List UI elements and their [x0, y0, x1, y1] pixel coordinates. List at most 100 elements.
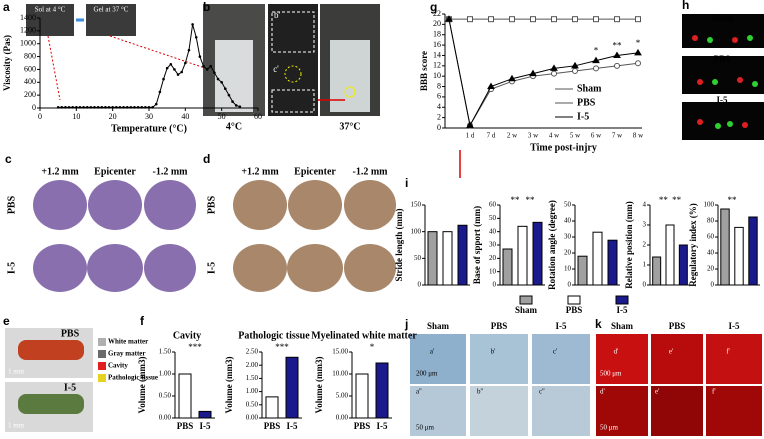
- significance: **: [526, 195, 536, 205]
- bar: [517, 225, 528, 286]
- point: [151, 106, 154, 109]
- y-tick-label: 100: [704, 201, 715, 209]
- y-axis-label: Volume (mm3): [314, 357, 324, 414]
- y-tick-label: 15.00: [332, 348, 348, 356]
- column-label: +1.2 mm: [241, 166, 279, 177]
- scale-label: 1 mm: [8, 368, 25, 376]
- marker: [614, 16, 620, 23]
- point: [224, 87, 227, 91]
- x-tick-label: 60: [254, 112, 262, 121]
- x-tick-label: I-5: [377, 421, 388, 431]
- marker: [487, 82, 495, 90]
- y-axis-label: Rotation angle (degree): [547, 200, 557, 290]
- scale-label: 50 μm: [416, 424, 435, 432]
- point: [220, 80, 223, 84]
- column-label: I-5: [729, 321, 740, 331]
- point: [154, 102, 158, 106]
- panel-label: i: [405, 176, 408, 190]
- point: [104, 106, 107, 109]
- y-tick-label: 0: [418, 281, 422, 289]
- x-tick-label: 5 w: [570, 132, 581, 140]
- panel-label: h: [682, 0, 689, 12]
- point: [158, 90, 162, 94]
- significance: *: [636, 38, 641, 48]
- significance: *: [594, 46, 599, 56]
- y-tick-label: 40: [707, 249, 715, 257]
- y-tick-label: 150: [411, 201, 422, 209]
- y-tick-label: 100: [411, 227, 422, 235]
- y-tick-label: 2.00: [246, 361, 259, 369]
- point: [96, 106, 100, 109]
- scale-label: 200 μm: [416, 370, 438, 378]
- y-tick-label: 0: [643, 281, 647, 289]
- inset-label: f': [712, 388, 716, 396]
- point: [89, 106, 93, 109]
- x-axis-label: Time post-injry: [530, 142, 597, 153]
- point: [140, 106, 144, 109]
- y-tick-label: 40: [489, 227, 497, 235]
- y-tick-label: 0.00: [246, 414, 259, 422]
- x-tick-label: 7 d: [487, 132, 496, 140]
- x-tick-label: 3 w: [528, 132, 539, 140]
- y-tick-label: 50: [564, 201, 572, 209]
- bar: [652, 256, 662, 286]
- marker: [634, 48, 642, 56]
- marker: [593, 16, 599, 23]
- legend-swatch: [98, 338, 106, 346]
- point: [133, 106, 136, 109]
- y-tick-label: 800: [24, 51, 36, 60]
- legend-label: Sham: [515, 305, 538, 315]
- legend-swatch: [98, 374, 106, 382]
- inset-label: b'': [477, 388, 483, 396]
- marker: [572, 68, 578, 74]
- marker: [467, 16, 473, 23]
- photos: [5, 4, 764, 436]
- point: [162, 77, 165, 81]
- point: [111, 106, 114, 109]
- bar: [198, 410, 212, 419]
- scale-label: 50 μm: [600, 424, 619, 432]
- point: [169, 62, 173, 66]
- marker: [551, 70, 557, 77]
- point: [122, 106, 125, 109]
- bar: [427, 231, 438, 286]
- significance: **: [511, 195, 521, 205]
- point: [93, 106, 96, 109]
- y-tick-label: 10: [489, 267, 497, 275]
- marker: [614, 62, 620, 69]
- y-axis-label: Relative position (mm): [624, 201, 634, 289]
- inset-label: d': [600, 388, 605, 396]
- x-tick-label: PBS: [177, 421, 194, 431]
- column-label: Sham: [611, 321, 634, 331]
- y-tick-label: 20: [564, 249, 572, 257]
- y-axis-label: BBB score: [419, 51, 429, 91]
- point: [238, 105, 242, 109]
- point: [78, 106, 82, 109]
- legend-label: PBS: [577, 97, 596, 108]
- y-tick-label: 0: [437, 123, 441, 132]
- bar: [178, 373, 192, 419]
- point: [184, 61, 187, 65]
- marker: [613, 51, 621, 58]
- y-tick-label: 2.50: [246, 348, 259, 356]
- y-tick-label: 50: [489, 214, 497, 222]
- marker: [635, 60, 641, 67]
- significance: ***: [275, 342, 289, 352]
- panel-label: j: [404, 317, 408, 331]
- y-tick-label: 2: [437, 112, 441, 121]
- bar: [457, 224, 468, 286]
- point: [165, 66, 169, 70]
- inset-label: a'': [416, 388, 422, 396]
- bar: [734, 226, 744, 286]
- y-tick-label: 10: [564, 265, 572, 273]
- chart-title: Cavity: [173, 330, 201, 341]
- inset-label: b': [274, 10, 281, 20]
- inset-label: c'': [539, 388, 545, 396]
- column-label: I-5: [556, 321, 567, 331]
- photo-label: 37°C: [339, 121, 360, 132]
- row-label: I-5: [64, 382, 76, 393]
- point: [129, 106, 133, 109]
- point: [234, 104, 238, 107]
- legend-swatch: [519, 295, 533, 305]
- marker: [635, 16, 641, 23]
